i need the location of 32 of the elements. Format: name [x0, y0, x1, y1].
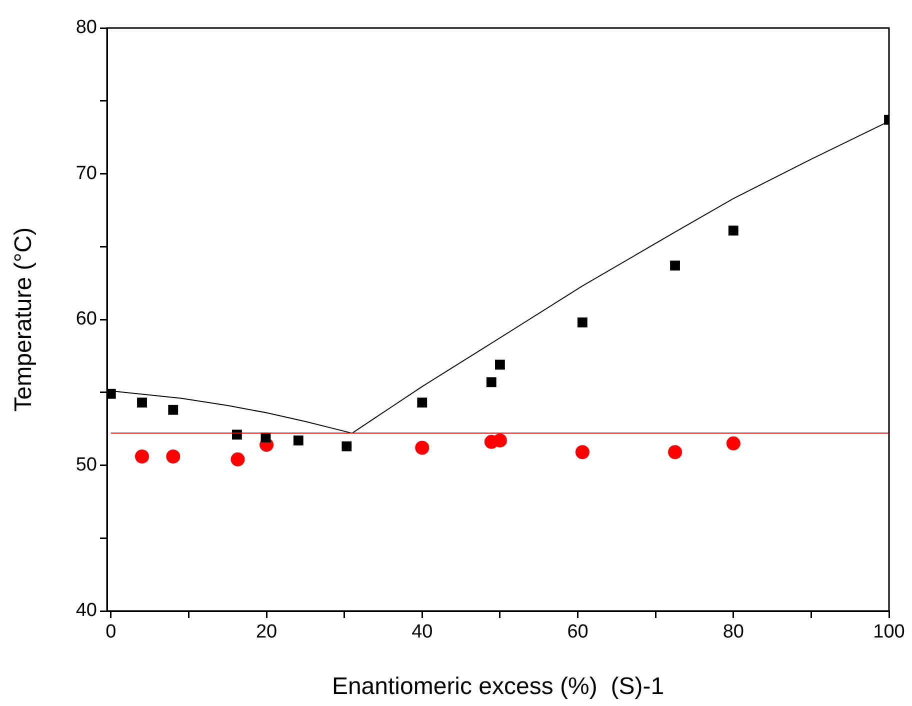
point: [135, 450, 150, 464]
point: [575, 445, 590, 460]
x-tick-label: 40: [412, 622, 433, 643]
point: [166, 450, 180, 464]
y-tick-label: 40: [76, 600, 97, 622]
point: [577, 317, 588, 328]
point: [486, 377, 496, 388]
x-tick-label: 80: [722, 622, 744, 643]
point: [494, 360, 505, 370]
y-tick-label: 70: [76, 162, 97, 184]
point: [728, 226, 738, 236]
y-axis-title: Temperature (°C): [10, 227, 38, 412]
point: [415, 440, 430, 455]
x-axis-title: Enantiomeric excess (%) (S)-1: [332, 673, 664, 700]
point: [342, 441, 352, 452]
x-tick-label: 0: [106, 622, 116, 643]
point: [492, 433, 507, 448]
y-tick-label: 80: [76, 17, 97, 38]
y-tick-label: 60: [76, 308, 97, 330]
point: [230, 452, 245, 466]
x-tick-label: 60: [567, 622, 588, 643]
x-tick-label: 20: [256, 622, 278, 643]
y-tick-label: 50: [76, 454, 97, 476]
point: [726, 436, 740, 450]
point: [137, 398, 147, 408]
point: [670, 260, 680, 271]
point: [107, 388, 116, 399]
point: [417, 398, 428, 408]
x-tick-label: 100: [873, 622, 905, 643]
point: [293, 436, 304, 446]
point: [668, 445, 682, 460]
point: [168, 404, 178, 415]
